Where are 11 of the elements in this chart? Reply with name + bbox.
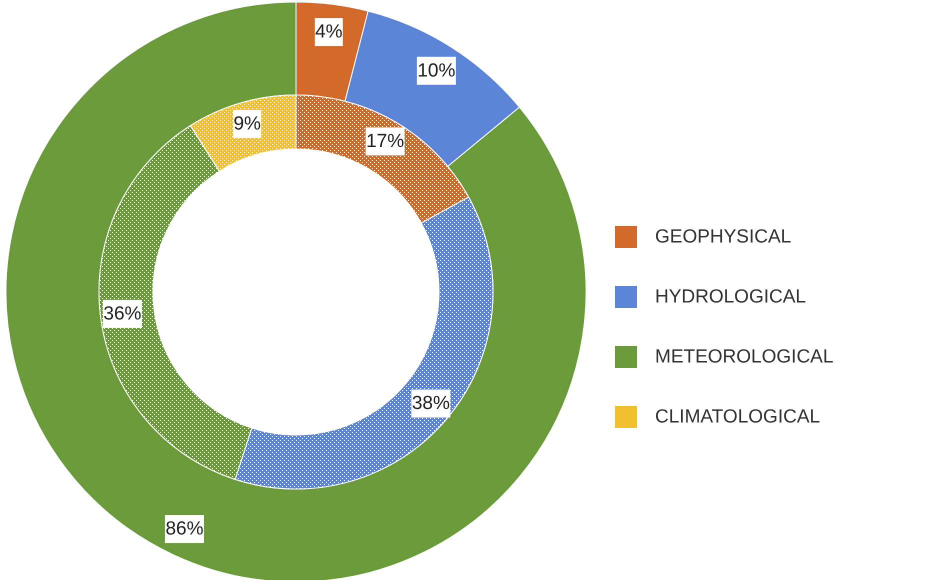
data-label: 38% xyxy=(412,393,450,414)
data-label: 17% xyxy=(366,130,404,152)
data-label: 4% xyxy=(315,22,343,43)
data-label: 9% xyxy=(233,113,262,134)
data-label: 10% xyxy=(417,60,456,82)
data-label: 86% xyxy=(165,518,204,540)
legend-label: GEOPHYSICAL xyxy=(655,226,792,248)
legend-label: HYDROLOGICAL xyxy=(655,286,806,308)
legend-label: CLIMATOLOGICAL xyxy=(655,406,820,428)
data-label: 36% xyxy=(103,303,142,324)
legend-label: METEOROLOGICAL xyxy=(655,346,834,368)
